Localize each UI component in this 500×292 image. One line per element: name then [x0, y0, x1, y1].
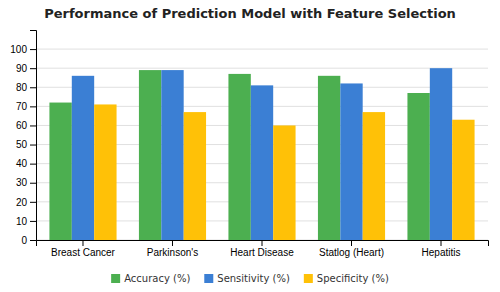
tick: Statlog (Heart)	[319, 240, 384, 258]
tick-mark	[172, 240, 173, 246]
tick-label: 90	[16, 63, 28, 74]
tick: 40	[16, 158, 36, 169]
tick-mark	[441, 240, 442, 246]
tick-mark	[30, 221, 36, 222]
legend-swatch	[304, 274, 313, 283]
bar	[273, 125, 295, 240]
tick-mark	[30, 202, 36, 203]
bar	[139, 70, 161, 240]
axis-line	[30, 31, 37, 241]
tick-label: Parkinson's	[147, 247, 198, 258]
tick-label: 40	[16, 158, 28, 169]
bar	[340, 83, 362, 240]
tick: Breast Cancer	[51, 240, 116, 258]
tick-label: 80	[16, 82, 28, 93]
legend-label: Accuracy (%)	[124, 273, 190, 284]
tick-mark	[30, 49, 36, 50]
bar	[184, 112, 206, 240]
tick-mark	[30, 183, 36, 184]
plot: 0 10 20 30 40 50 60 70 80 90 100 Breast Cancer Parki…	[10, 31, 488, 259]
grid-line	[36, 68, 488, 69]
grid-line	[36, 49, 488, 50]
bar	[318, 76, 340, 240]
legend-swatch	[204, 274, 213, 283]
legend-swatch	[111, 274, 120, 283]
tick-label: Breast Cancer	[51, 247, 116, 258]
bars	[49, 68, 474, 240]
legend-label: Specificity (%)	[317, 273, 389, 284]
tick-label: 70	[16, 101, 28, 112]
bar-series	[72, 68, 452, 240]
tick-mark	[30, 145, 36, 146]
tick: 30	[16, 177, 36, 188]
tick: 90	[16, 63, 36, 74]
tick-label: Statlog (Heart)	[319, 247, 384, 258]
tick: 80	[16, 82, 36, 93]
tick: Parkinson's	[147, 240, 198, 258]
legend-item: Accuracy (%)	[111, 273, 190, 284]
tick-mark	[30, 240, 36, 241]
bar	[452, 120, 474, 240]
tick-mark	[262, 240, 263, 246]
tick: 100	[10, 44, 36, 55]
tick-mark	[82, 240, 83, 246]
legend-item: Sensitivity (%)	[204, 273, 290, 284]
tick-label: 0	[21, 235, 27, 246]
tick: Hepatitis	[422, 240, 461, 258]
tick: 60	[16, 120, 36, 131]
tick-label: 10	[16, 216, 28, 227]
legend: Accuracy (%) Sensitivity (%) Specificity (…	[111, 273, 389, 284]
bar	[251, 85, 273, 240]
bar	[161, 70, 183, 240]
tick-label: 30	[16, 177, 28, 188]
x-axis: Breast Cancer Parkinson's Heart Disease Sta…	[37, 240, 489, 258]
legend-item: Specificity (%)	[304, 273, 389, 284]
tick-mark	[30, 68, 36, 69]
bar	[430, 68, 452, 240]
bar-series	[49, 70, 429, 240]
axis-line	[37, 241, 489, 247]
tick-mark	[30, 87, 36, 88]
tick-label: 20	[16, 197, 28, 208]
tick-mark	[30, 106, 36, 107]
legend-label: Sensitivity (%)	[217, 273, 290, 284]
bar	[94, 104, 116, 240]
tick-mark	[30, 125, 36, 126]
bar	[363, 112, 385, 240]
tick-label: 50	[16, 139, 28, 150]
tick: 70	[16, 101, 36, 112]
bar	[49, 103, 71, 240]
tick: 0	[21, 235, 36, 246]
tick-label: 100	[10, 44, 27, 55]
tick: 20	[16, 197, 36, 208]
bar	[228, 74, 250, 240]
grid	[36, 49, 488, 240]
tick-mark	[30, 164, 36, 165]
bar	[407, 93, 429, 240]
bar	[72, 76, 94, 240]
tick: 10	[16, 216, 36, 227]
tick: 50	[16, 139, 36, 150]
y-axis: 0 10 20 30 40 50 60 70 80 90 100	[10, 31, 36, 246]
tick-label: Hepatitis	[422, 247, 461, 258]
tick-label: 60	[16, 120, 28, 131]
tick-label: Heart Disease	[230, 247, 294, 258]
tick-mark	[351, 240, 352, 246]
title: Performance of Prediction Model with Fea…	[44, 6, 456, 21]
tick: Heart Disease	[230, 240, 294, 258]
bar-series	[94, 104, 474, 240]
chart: Performance of Prediction Model with Fea…	[0, 0, 500, 292]
